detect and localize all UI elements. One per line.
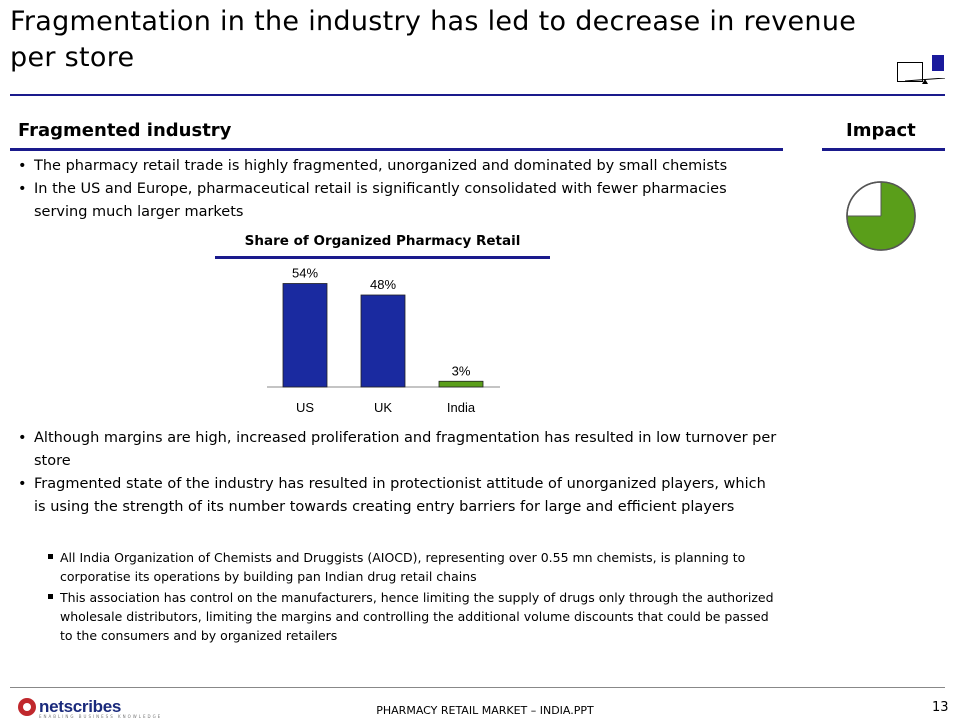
category-label-uk: UK — [374, 400, 392, 415]
brand-name: netscribes — [39, 697, 122, 716]
data-label-india: 3% — [452, 363, 471, 378]
stand-icon — [905, 78, 945, 84]
bullet-list-top: • The pharmacy retail trade is highly fra… — [18, 155, 778, 224]
bullet-text: Fragmented state of the industry has res… — [34, 476, 766, 515]
list-item: • In the US and Europe, pharmaceutical re… — [18, 181, 727, 220]
chart-title: Share of Organized Pharmacy Retail — [244, 233, 521, 249]
section-heading-fragmented-industry: Fragmented industry — [18, 120, 232, 141]
list-item: • Fragmented state of the industry has re… — [18, 476, 766, 515]
brand-tagline: ENABLING BUSINESS KNOWLEDGE — [39, 714, 163, 719]
square-bullet-icon — [48, 594, 53, 599]
bar-uk — [360, 294, 406, 388]
data-label-uk: 48% — [370, 277, 396, 292]
title-rule — [10, 94, 945, 96]
bullet-list-bottom: • Although margins are high, increased pr… — [18, 427, 778, 519]
brand-mark-icon — [18, 698, 36, 716]
bar-india — [438, 380, 484, 388]
slide-title: Fragmentation in the industry has led to… — [10, 6, 857, 73]
list-item: All India Organization of Chemists and D… — [48, 548, 778, 586]
bullet-text: The pharmacy retail trade is highly frag… — [34, 158, 728, 174]
square-bullet-icon — [48, 554, 53, 559]
section-rule-left — [10, 148, 783, 151]
bullet-text: Although margins are high, increased pro… — [34, 430, 777, 469]
flag-icon — [932, 55, 944, 71]
category-label-india: India — [447, 400, 476, 415]
bar-us — [282, 283, 328, 388]
category-label-us: US — [296, 400, 314, 415]
sub-bullet-list: All India Organization of Chemists and D… — [48, 548, 778, 647]
sub-bullet-text: All India Organization of Chemists and D… — [60, 550, 746, 584]
list-item: • The pharmacy retail trade is highly fra… — [18, 158, 728, 174]
list-item: • Although margins are high, increased pr… — [18, 430, 777, 469]
page-number: 13 — [932, 700, 949, 715]
section-heading-impact: Impact — [846, 120, 916, 141]
footer-text: PHARMACY RETAIL MARKET – INDIA.PPT — [376, 704, 594, 717]
section-rule-impact — [822, 148, 945, 151]
footer-rule — [10, 687, 945, 688]
impact-harvey-ball — [846, 181, 916, 251]
bullet-text: In the US and Europe, pharmaceutical ret… — [34, 181, 727, 220]
chart-title-rule — [215, 256, 550, 259]
monitor-icon — [897, 62, 923, 82]
data-label-us: 54% — [292, 266, 318, 281]
list-item: This association has control on the manu… — [48, 588, 778, 645]
sub-bullet-text: This association has control on the manu… — [60, 590, 774, 643]
brand-logo: netscribes ENABLING BUSINESS KNOWLEDGE — [18, 697, 160, 719]
bar-chart: 54% US 48% UK 3% India — [267, 266, 500, 415]
